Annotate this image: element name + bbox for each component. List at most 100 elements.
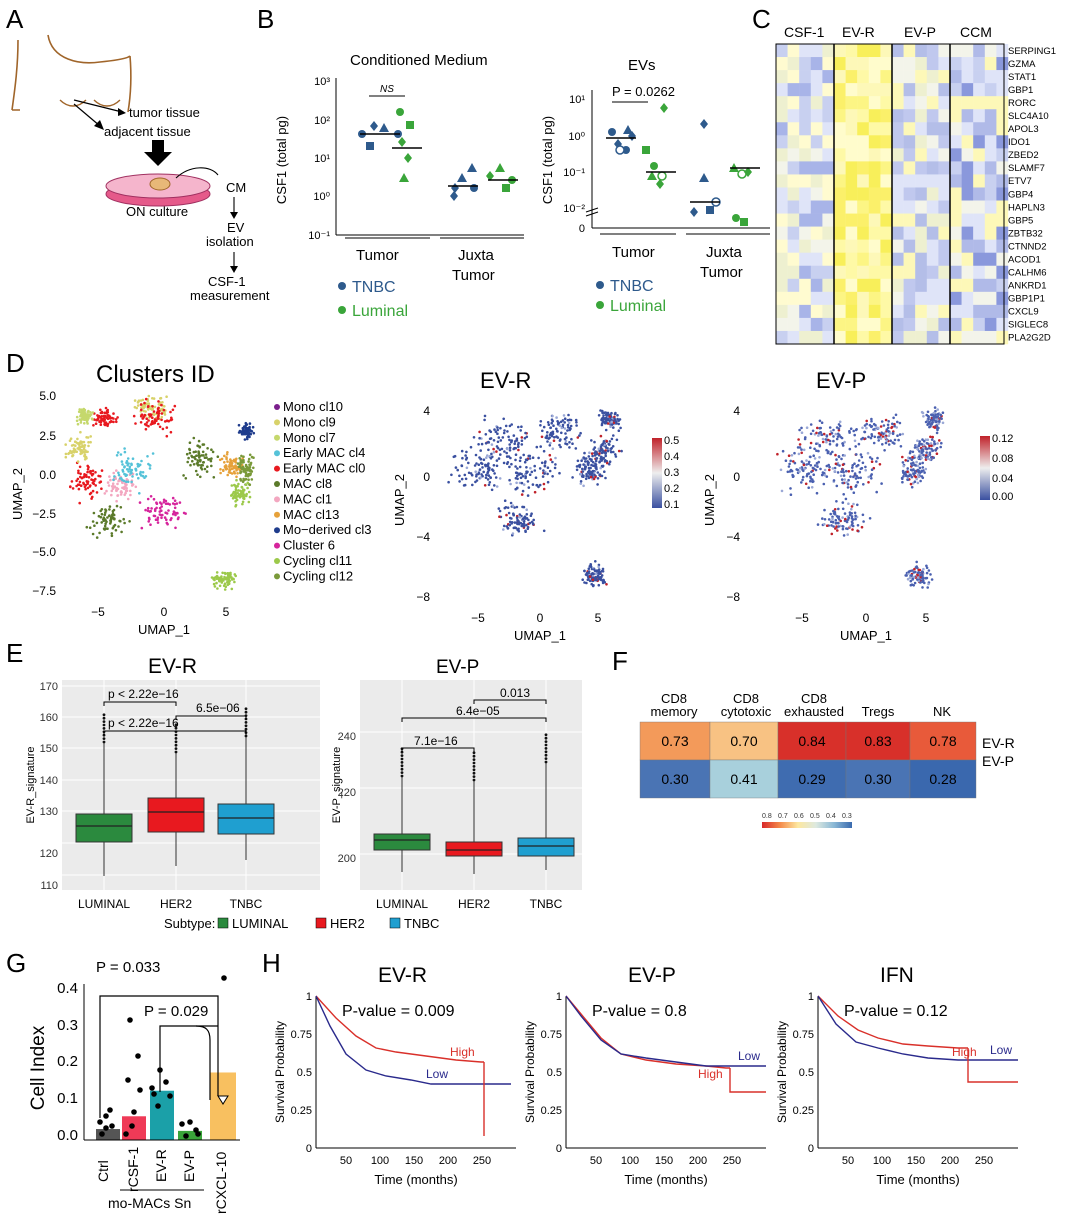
umap-point bbox=[608, 460, 612, 464]
heatmap-cell bbox=[776, 122, 788, 136]
umap-point bbox=[920, 442, 923, 446]
umap-point bbox=[546, 431, 549, 434]
ytick: 0 bbox=[556, 1143, 562, 1155]
outlier bbox=[102, 713, 106, 717]
umap-point bbox=[609, 450, 613, 454]
umap-point bbox=[501, 436, 505, 439]
umap-point bbox=[520, 524, 523, 528]
umap-point bbox=[941, 421, 945, 425]
umap-point bbox=[511, 504, 515, 507]
umap-point bbox=[850, 517, 854, 520]
umap-point bbox=[164, 502, 168, 506]
heatmap-cell bbox=[834, 278, 846, 293]
umap-point bbox=[828, 432, 832, 436]
umap-point bbox=[534, 476, 538, 480]
umap-point bbox=[248, 422, 252, 425]
umap-point bbox=[78, 446, 82, 449]
heatmap-cell bbox=[915, 135, 927, 149]
umap-point bbox=[819, 467, 822, 471]
umap-point bbox=[600, 448, 604, 451]
umap-point bbox=[84, 483, 88, 487]
umap-point bbox=[508, 478, 511, 482]
heatmap-cell bbox=[903, 278, 916, 293]
heatmap-cell bbox=[973, 226, 985, 240]
umap-point bbox=[486, 478, 490, 481]
umap-point bbox=[502, 528, 505, 531]
umap-point bbox=[486, 454, 489, 457]
xtick: 200 bbox=[941, 1155, 959, 1167]
heatmap-cell bbox=[776, 135, 788, 149]
umap-point bbox=[115, 469, 118, 472]
umap-point bbox=[146, 455, 149, 458]
ytick: 0.1 bbox=[57, 1090, 78, 1107]
umap-mid-yticks: 4 0 −4 −8 bbox=[416, 404, 430, 604]
heatmap-cell bbox=[915, 330, 927, 345]
heatmap-cell bbox=[996, 161, 1009, 175]
legend-label: Cycling cl12 bbox=[283, 568, 353, 583]
data-point bbox=[700, 119, 708, 129]
umap-point bbox=[151, 405, 154, 408]
heatmap-cell bbox=[892, 330, 904, 345]
heatmap-cell bbox=[822, 161, 835, 175]
heatmap-cell bbox=[938, 148, 951, 162]
umap-point bbox=[836, 435, 840, 438]
umap-point bbox=[241, 492, 245, 496]
umap-point bbox=[579, 482, 583, 485]
umap-point bbox=[497, 436, 501, 439]
heatmap-cell bbox=[915, 200, 927, 214]
umap-point bbox=[106, 422, 110, 426]
heatmap-cell bbox=[857, 278, 869, 293]
umap-point bbox=[188, 448, 192, 452]
umap-point bbox=[105, 489, 108, 493]
panel-b-left-yticks: 10³ 10² 10¹ 10⁰ 10⁻¹ bbox=[308, 76, 330, 242]
umap-point bbox=[104, 511, 107, 514]
umap-point bbox=[930, 438, 934, 441]
outlier bbox=[472, 754, 476, 758]
gene-label: SLAMF7 bbox=[1008, 163, 1045, 174]
umap-point bbox=[121, 463, 124, 466]
heatmap-cell bbox=[776, 317, 788, 332]
umap-point bbox=[818, 443, 821, 447]
umap-point bbox=[893, 438, 897, 442]
umap-point bbox=[115, 504, 119, 508]
umap-point bbox=[583, 569, 586, 573]
umap-point bbox=[565, 442, 569, 446]
umap-point bbox=[182, 474, 185, 477]
umap-point bbox=[496, 446, 500, 450]
data-point bbox=[690, 207, 698, 217]
umap-point bbox=[798, 466, 802, 470]
heatmap-cell bbox=[822, 44, 835, 58]
umap-point bbox=[569, 424, 573, 428]
umap-point bbox=[884, 436, 887, 440]
corr-value: 0.73 bbox=[661, 733, 688, 749]
panel-b-data-points bbox=[358, 103, 760, 226]
heatmap-cell bbox=[787, 278, 800, 293]
panel-f-colorbar-ticks: 0.8 0.7 0.6 0.5 0.4 0.3 bbox=[762, 813, 852, 820]
umap-point bbox=[103, 524, 107, 528]
corr-value: 0.41 bbox=[730, 771, 757, 787]
heatmap-cell bbox=[787, 161, 800, 175]
umap-point bbox=[93, 524, 96, 527]
umap-point bbox=[553, 436, 556, 439]
heatmap-cell bbox=[787, 122, 800, 136]
umap-point bbox=[835, 437, 839, 441]
umap-point bbox=[589, 563, 593, 567]
umap-point bbox=[841, 463, 845, 467]
umap-point bbox=[587, 455, 591, 458]
heatmap-cell bbox=[822, 213, 835, 227]
data-point bbox=[399, 173, 409, 182]
heatmap-cell bbox=[822, 174, 835, 188]
umap-point bbox=[918, 440, 921, 443]
survival-xlabel: Time (months) bbox=[624, 1172, 707, 1187]
umap-point bbox=[591, 454, 594, 458]
umap-point bbox=[86, 486, 90, 490]
data-point bbox=[99, 1131, 105, 1137]
panel-letter-h: H bbox=[262, 948, 281, 978]
umap-point bbox=[549, 441, 552, 445]
umap-point bbox=[530, 520, 534, 524]
xtick: 0 bbox=[863, 611, 870, 625]
umap-point bbox=[542, 469, 545, 472]
umap-point bbox=[915, 444, 919, 447]
umap-point bbox=[241, 500, 245, 504]
umap-point bbox=[858, 470, 862, 474]
